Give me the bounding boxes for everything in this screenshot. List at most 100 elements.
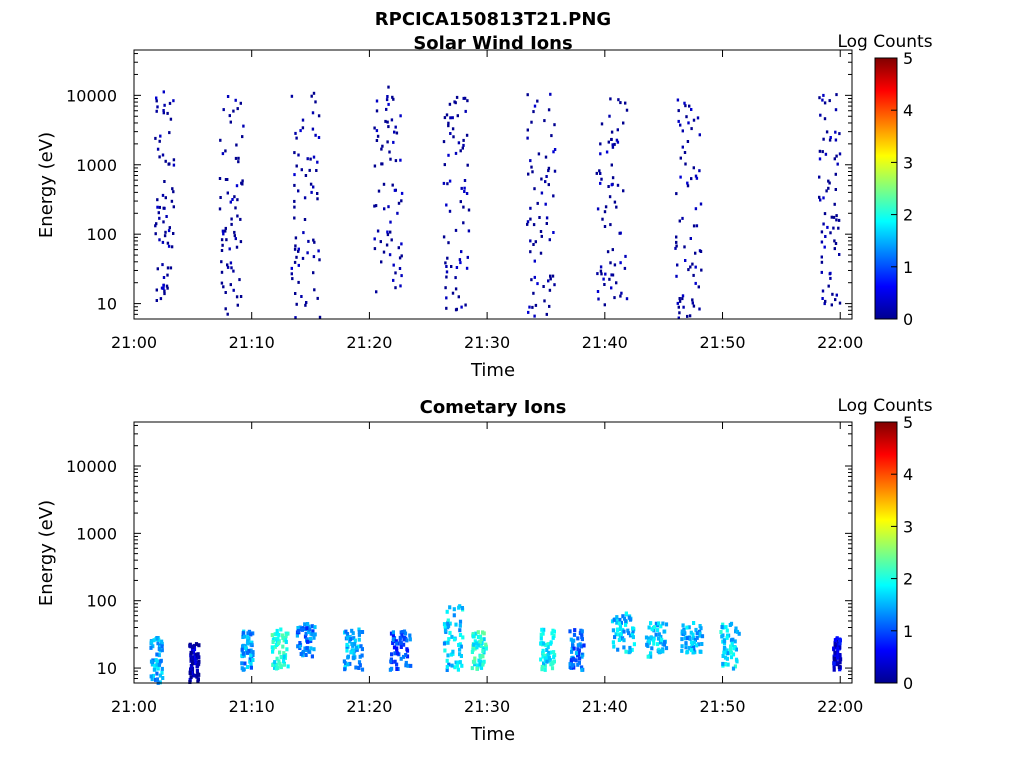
heatmap-cell	[442, 235, 446, 239]
heatmap-cell	[163, 234, 167, 238]
heatmap-cell	[170, 199, 174, 203]
heatmap-cell	[482, 637, 486, 642]
heatmap-cell	[540, 667, 544, 672]
heatmap-cell	[380, 260, 383, 264]
heatmap-cell	[683, 151, 687, 154]
heatmap-cell	[723, 655, 728, 660]
heatmap-cell	[542, 661, 546, 666]
heatmap-cell	[191, 650, 196, 654]
plot-area	[134, 50, 852, 319]
heatmap-cell	[551, 635, 555, 640]
heatmap-cell	[313, 288, 316, 292]
heatmap-cell	[473, 639, 477, 644]
heatmap-cell	[295, 136, 298, 140]
heatmap-cell	[447, 124, 450, 128]
heatmap-cell	[698, 169, 701, 173]
x-tick-label: 21:30	[464, 333, 510, 352]
heatmap-cell	[656, 636, 661, 641]
heatmap-cell	[376, 134, 380, 138]
heatmap-cell	[391, 633, 395, 638]
heatmap-cell	[151, 644, 155, 649]
heatmap-cell	[611, 248, 614, 252]
heatmap-cell	[226, 265, 230, 269]
heatmap-cell	[828, 181, 831, 185]
x-tick-label: 21:40	[582, 697, 628, 716]
heatmap-cell	[392, 263, 395, 267]
heatmap-cell	[821, 289, 825, 293]
heatmap-cell	[676, 263, 679, 267]
heatmap-cell	[197, 643, 201, 648]
heatmap-cell	[466, 163, 469, 167]
heatmap-cell	[674, 246, 677, 250]
heatmap-cell	[172, 205, 175, 209]
heatmap-cell	[725, 648, 729, 653]
heatmap-cell	[274, 666, 279, 671]
heatmap-cell	[576, 662, 580, 667]
heatmap-cell	[831, 292, 834, 296]
x-tick-label: 21:00	[111, 697, 157, 716]
heatmap-cell	[458, 652, 462, 657]
heatmap-cell	[570, 649, 574, 654]
heatmap-cell	[228, 247, 231, 251]
heatmap-cell	[249, 632, 253, 637]
heatmap-cell	[544, 155, 548, 159]
heatmap-cell	[526, 222, 529, 226]
heatmap-cell	[158, 680, 162, 685]
heatmap-cell	[351, 655, 355, 660]
heatmap-cell	[553, 169, 557, 173]
heatmap-cell	[684, 645, 688, 650]
heatmap-cell	[458, 623, 462, 628]
heatmap-cell	[448, 621, 452, 626]
heatmap-cell	[316, 192, 319, 195]
heatmap-cell	[690, 108, 693, 111]
heatmap-cell	[834, 172, 837, 176]
heatmap-cell	[829, 136, 832, 139]
heatmap-cell	[295, 164, 298, 168]
heatmap-cell	[442, 641, 447, 646]
heatmap-cell	[689, 640, 694, 645]
heatmap-cell	[729, 647, 733, 652]
heatmap-cell	[681, 623, 685, 628]
heatmap-cell	[450, 663, 454, 668]
heatmap-cell	[721, 639, 725, 644]
heatmap-cell	[394, 125, 397, 129]
heatmap-cell	[540, 627, 544, 632]
heatmap-cell	[152, 667, 156, 672]
colorbar-frame	[874, 57, 898, 320]
heatmap-cell	[232, 109, 235, 113]
heatmap-cell	[229, 200, 232, 204]
heatmap-cell	[312, 255, 316, 259]
heatmap-cell	[471, 632, 475, 636]
heatmap-cell	[310, 624, 314, 629]
heatmap-cell	[463, 186, 466, 190]
heatmap-cell	[649, 654, 653, 659]
heatmap-cell	[398, 256, 402, 260]
heatmap-cell	[551, 274, 555, 278]
heatmap-cell	[692, 273, 695, 277]
plot-frame	[133, 421, 853, 684]
heatmap-cell	[156, 198, 159, 202]
heatmap-cell	[446, 182, 449, 186]
heatmap-cell	[526, 128, 529, 132]
heatmap-cell	[465, 133, 469, 137]
heatmap-cell	[622, 638, 626, 643]
heatmap-cell	[449, 132, 452, 135]
heatmap-cell	[624, 619, 628, 624]
heatmap-cell	[822, 93, 825, 97]
heatmap-cell	[393, 659, 397, 664]
heatmap-cell	[448, 179, 452, 183]
heatmap-cell	[546, 653, 550, 658]
x-tick-label: 22:00	[817, 333, 863, 352]
heatmap-cell	[680, 637, 684, 642]
heatmap-cell	[150, 662, 155, 667]
heatmap-cell	[297, 247, 300, 251]
heatmap-cell	[158, 238, 161, 242]
heatmap-cell	[829, 231, 832, 235]
heatmap-cell	[611, 143, 614, 147]
heatmap-cell	[168, 101, 172, 105]
heatmap-cell	[617, 621, 621, 626]
heatmap-cell	[695, 635, 699, 640]
heatmap-cell	[400, 633, 404, 638]
colorbar-tick-label: 2	[903, 570, 913, 589]
heatmap-cell	[239, 295, 243, 298]
